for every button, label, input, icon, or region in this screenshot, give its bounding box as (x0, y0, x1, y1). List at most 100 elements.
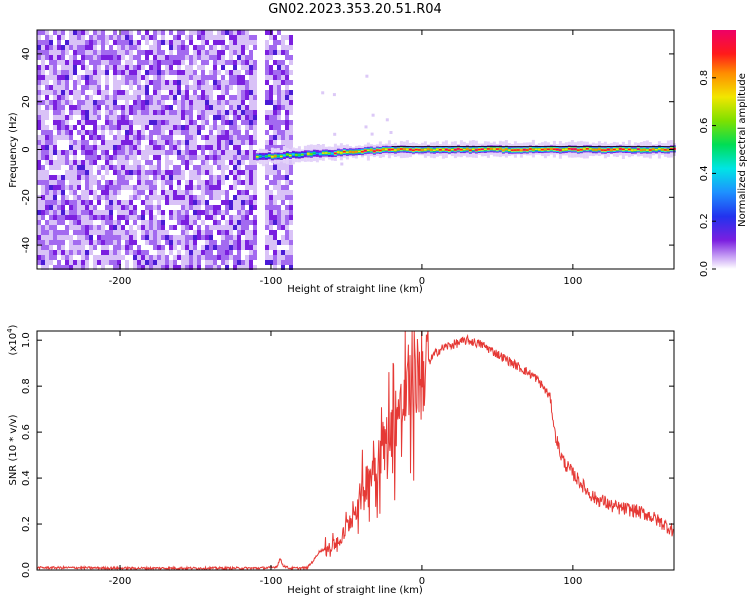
heatmap-cell (169, 135, 173, 140)
heatmap-cell (145, 105, 149, 110)
heatmap-cell (197, 195, 201, 200)
heatmap-cell (253, 80, 257, 85)
heatmap-cell (241, 110, 245, 115)
heatmap-cell (253, 185, 257, 190)
heatmap-cell (133, 250, 137, 255)
heatmap-cell (245, 135, 249, 140)
heatmap-cell (281, 135, 285, 140)
heatmap-cell (45, 195, 49, 200)
heatmap-cell (340, 162, 344, 166)
heatmap-cell (269, 100, 273, 105)
heatmap-cell (185, 70, 189, 75)
heatmap-cell (205, 245, 209, 250)
heatmap-cell (145, 125, 149, 130)
heatmap-cell (185, 155, 189, 160)
heatmap-cell (657, 148, 661, 150)
heatmap-cell (237, 180, 241, 185)
heatmap-cell (277, 180, 281, 185)
heatmap-cell (145, 30, 149, 35)
heatmap-cell (576, 149, 580, 151)
heatmap-cell (133, 40, 137, 45)
heatmap-cell (73, 145, 77, 150)
heatmap-cell (245, 195, 249, 200)
heatmap-cell (145, 200, 149, 205)
heatmap-cell (109, 140, 113, 145)
heatmap-cell (77, 75, 81, 80)
heatmap-cell (57, 70, 61, 75)
heatmap-cell (77, 130, 81, 135)
heatmap-cell (193, 255, 197, 260)
heatmap-cell (41, 30, 45, 35)
heatmap-cell (229, 110, 233, 115)
heatmap-cell (173, 90, 177, 95)
heatmap-cell (81, 230, 85, 235)
heatmap-cell (177, 130, 181, 135)
heatmap-cell (41, 235, 45, 240)
heatmap-cell (177, 185, 181, 190)
heatmap-cell (89, 170, 93, 175)
heatmap-cell (277, 50, 281, 55)
heatmap-cell (53, 175, 57, 180)
heatmap-cell (61, 255, 65, 260)
heatmap-cell (265, 205, 269, 210)
heatmap-cell (177, 55, 181, 60)
heatmap-cell (217, 80, 221, 85)
heatmap-cell (193, 60, 197, 65)
heatmap-cell (281, 140, 285, 145)
heatmap-cell (53, 190, 57, 195)
heatmap-cell (117, 95, 121, 100)
heatmap-cell (201, 135, 205, 140)
heatmap-cell (285, 35, 289, 40)
heatmap-cell (173, 85, 177, 90)
heatmap-cell (53, 205, 57, 210)
heatmap-cell (221, 95, 225, 100)
heatmap-cell (277, 210, 281, 215)
heatmap-cell (265, 100, 269, 105)
heatmap-cell (49, 50, 53, 55)
heatmap-cell (265, 60, 269, 65)
heatmap-cell (145, 110, 149, 115)
heatmap-cell (229, 35, 233, 40)
heatmap-cell (636, 148, 640, 150)
heatmap-cell (281, 185, 285, 190)
heatmap-cell (516, 149, 520, 151)
heatmap-cell (149, 210, 153, 215)
heatmap-cell (197, 105, 201, 110)
heatmap-cell (289, 125, 293, 130)
heatmap-cell (105, 155, 109, 160)
heatmap-cell (105, 140, 109, 145)
heatmap-cell (197, 35, 201, 40)
heatmap-cell (129, 140, 133, 145)
heatmap-cell (65, 195, 69, 200)
heatmap-cell (253, 160, 257, 165)
heatmap-cell (93, 105, 97, 110)
heatmap-cell (241, 220, 245, 225)
heatmap-cell (582, 148, 586, 150)
heatmap-cell (217, 110, 221, 115)
heatmap-cell (189, 60, 193, 65)
heatmap-cell (121, 175, 125, 180)
heatmap-cell (125, 250, 129, 255)
heatmap-cell (201, 150, 205, 155)
heatmap-cell (237, 190, 241, 195)
heatmap-cell (65, 85, 69, 90)
heatmap-cell (109, 180, 113, 185)
heatmap-cell (145, 205, 149, 210)
heatmap-cell (157, 195, 161, 200)
heatmap-cell (233, 155, 237, 160)
heatmap-cell (221, 170, 225, 175)
heatmap-cell (237, 45, 241, 50)
heatmap-cell (145, 230, 149, 235)
heatmap-cell (189, 100, 193, 105)
heatmap-cell (93, 180, 97, 185)
heatmap-cell (129, 60, 133, 65)
heatmap-cell (289, 255, 293, 260)
heatmap-cell (49, 205, 53, 210)
heatmap-cell (197, 265, 201, 270)
heatmap-cell (57, 130, 61, 135)
heatmap-cell (61, 235, 65, 240)
heatmap-cell (121, 180, 125, 185)
heatmap-cell (53, 60, 57, 65)
heatmap-cell (117, 245, 121, 250)
heatmap-cell (285, 125, 289, 130)
